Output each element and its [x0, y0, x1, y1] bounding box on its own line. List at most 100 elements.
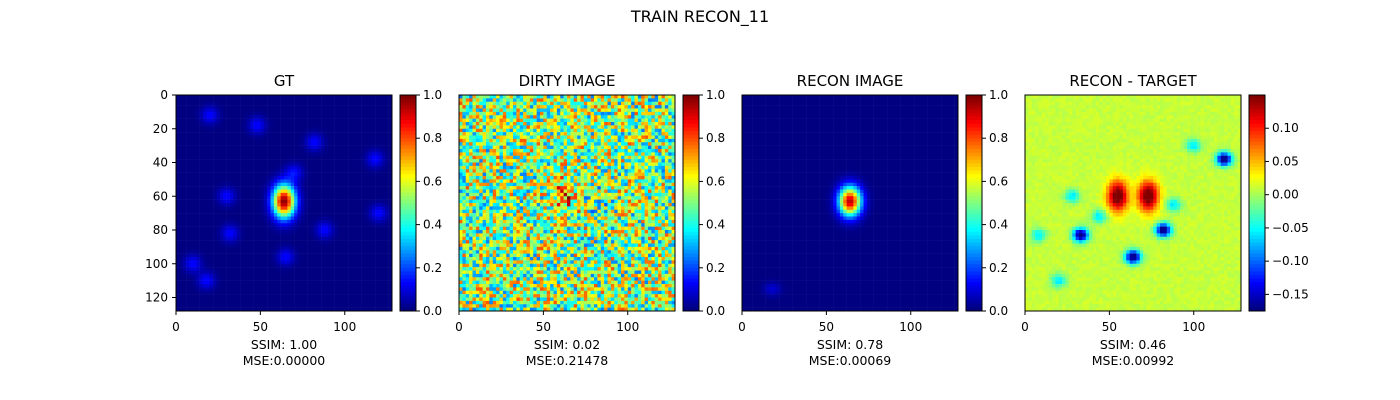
heatmap-cell: [297, 105, 302, 109]
heatmap-cell: [314, 294, 319, 298]
heatmap-cell: [203, 219, 207, 224]
heatmap-cell: [250, 300, 254, 305]
heatmap-cell: [365, 105, 369, 109]
heatmap-cell: [365, 277, 369, 281]
heatmap-cell: [243, 179, 248, 184]
heatmap-cell: [294, 277, 298, 281]
heatmap-cell: [654, 128, 659, 133]
heatmap-cell: [311, 300, 315, 305]
heatmap-cell: [513, 118, 517, 123]
heatmap-cell: [570, 98, 575, 103]
heatmap-cell: [580, 132, 585, 136]
heatmap-cell: [206, 128, 211, 133]
heatmap-cell: [314, 233, 319, 238]
heatmap-cell: [381, 159, 386, 163]
heatmap-cell: [226, 115, 231, 119]
heatmap-cell: [324, 152, 329, 157]
heatmap-cell: [378, 192, 383, 197]
heatmap-cell: [519, 125, 524, 130]
heatmap-cell: [314, 135, 319, 140]
heatmap-cell: [648, 125, 652, 130]
heatmap-cell: [273, 159, 278, 163]
heatmap-cell: [206, 203, 211, 207]
heatmap-cell: [253, 192, 258, 197]
heatmap-cell: [192, 253, 197, 258]
heatmap-cell: [368, 95, 373, 99]
heatmap-cell: [361, 111, 366, 116]
heatmap-cell: [287, 152, 292, 157]
heatmap-cell: [257, 122, 261, 126]
heatmap-cell: [365, 186, 369, 190]
heatmap-cell: [334, 179, 339, 184]
heatmap-cell: [348, 260, 352, 265]
heatmap-cell: [230, 111, 234, 116]
heatmap-cell: [253, 189, 258, 194]
heatmap-cell: [489, 135, 494, 140]
heatmap-cell: [179, 135, 184, 140]
heatmap-cell: [270, 253, 275, 258]
heatmap-cell: [627, 122, 632, 126]
heatmap-cell: [250, 257, 254, 261]
heatmap-cell: [354, 243, 359, 248]
heatmap-cell: [176, 223, 180, 227]
heatmap-cell: [179, 267, 184, 271]
heatmap-cell: [341, 307, 346, 312]
heatmap-cell: [358, 172, 362, 177]
heatmap-cell: [371, 263, 376, 268]
heatmap-cell: [206, 149, 211, 153]
heatmap-cell: [573, 125, 578, 130]
heatmap-cell: [486, 98, 490, 103]
heatmap-cell: [213, 267, 217, 271]
heatmap-cell: [280, 176, 285, 180]
heatmap-cell: [230, 277, 234, 281]
heatmap-cell: [516, 128, 521, 133]
heatmap-cell: [338, 165, 342, 170]
heatmap-cell: [472, 115, 477, 119]
heatmap-cell: [341, 172, 346, 177]
heatmap-cell: [304, 176, 308, 180]
heatmap-cell: [219, 257, 224, 261]
heatmap-cell: [375, 142, 379, 146]
heatmap-cell: [246, 287, 251, 292]
heatmap-cell: [489, 125, 494, 130]
heatmap-cell: [287, 246, 292, 251]
heatmap-cell: [506, 101, 510, 106]
heatmap-cell: [341, 128, 346, 133]
heatmap-cell: [250, 115, 254, 119]
colorbar-segment: [400, 235, 416, 240]
heatmap-cell: [594, 128, 598, 133]
heatmap-cell: [287, 155, 292, 160]
heatmap-cell: [351, 294, 356, 298]
heatmap-cell: [287, 297, 292, 302]
heatmap-cell: [472, 108, 477, 113]
heatmap-cell: [189, 128, 194, 133]
heatmap-cell: [375, 233, 379, 238]
heatmap-cell: [311, 216, 315, 221]
heatmap-cell: [226, 250, 231, 254]
heatmap-cell: [186, 95, 190, 99]
heatmap-cell: [253, 199, 258, 204]
heatmap-cell: [321, 155, 325, 160]
heatmap-cell: [290, 206, 295, 211]
heatmap-cell: [267, 159, 271, 163]
heatmap-cell: [321, 179, 325, 184]
heatmap-cell: [240, 243, 244, 248]
heatmap-cell: [311, 111, 315, 116]
heatmap-cell: [267, 138, 271, 143]
heatmap-cell: [304, 122, 308, 126]
heatmap-cell: [223, 155, 227, 160]
heatmap-cell: [351, 169, 356, 173]
heatmap-cell: [243, 98, 248, 103]
heatmap-cell: [203, 297, 207, 302]
heatmap-cell: [294, 132, 298, 136]
heatmap-cell: [257, 203, 261, 207]
heatmap-cell: [192, 189, 197, 194]
heatmap-cell: [297, 186, 302, 190]
heatmap-cell: [307, 135, 312, 140]
heatmap-cell: [365, 159, 369, 163]
heatmap-cell: [290, 165, 295, 170]
heatmap-cell: [236, 125, 241, 130]
heatmap-cell: [304, 125, 308, 130]
heatmap-cell: [543, 98, 548, 103]
heatmap-cell: [502, 95, 507, 99]
